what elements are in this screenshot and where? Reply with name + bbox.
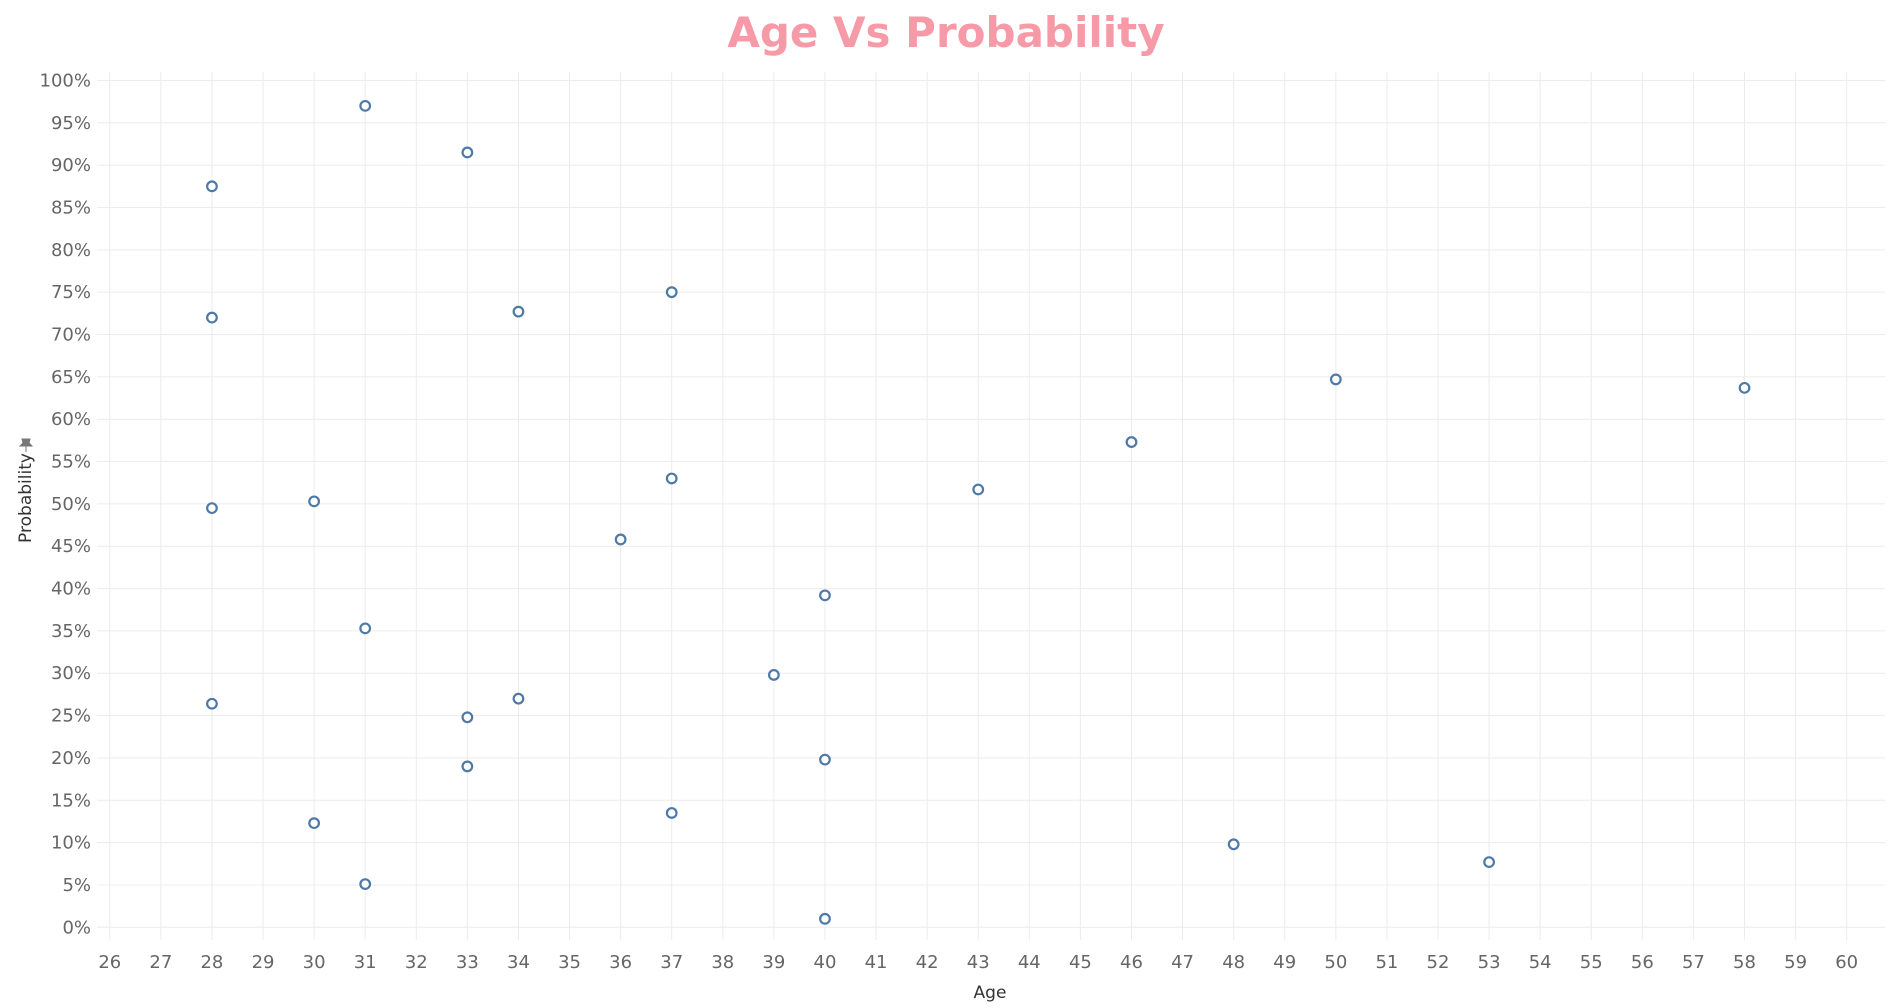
x-tick-label: 58 <box>1733 952 1756 973</box>
x-tick-label: 42 <box>916 952 939 973</box>
pin-icon[interactable] <box>18 438 34 452</box>
chart-title: Age Vs Probability <box>727 8 1165 57</box>
x-tick-label: 39 <box>762 952 785 973</box>
y-tick-label: 50% <box>51 494 91 515</box>
x-tick-label: 36 <box>609 952 632 973</box>
data-points <box>206 99 1751 925</box>
x-tick-label: 56 <box>1631 952 1654 973</box>
y-tick-label: 40% <box>51 579 91 600</box>
x-tick-label: 38 <box>711 952 734 973</box>
x-axis-title: Age <box>974 983 1007 1003</box>
y-axis-title: Probability <box>16 453 36 543</box>
scatter-point[interactable] <box>359 99 372 112</box>
y-tick-label: 25% <box>51 706 91 727</box>
x-tick-label: 50 <box>1324 952 1347 973</box>
y-tick-label: 75% <box>51 282 91 303</box>
y-tick-label: 80% <box>51 240 91 261</box>
x-axis-ticks: 26 27 28 29 30 31 32 33 34 35 36 37 38 39 40 41 42 43 44 45… <box>98 952 1858 973</box>
scatter-point[interactable] <box>359 622 372 635</box>
x-tick-label: 27 <box>149 952 172 973</box>
y-tick-label: 90% <box>51 155 91 176</box>
x-tick-label: 45 <box>1069 952 1092 973</box>
y-tick-label: 85% <box>51 197 91 218</box>
scatter-point[interactable] <box>308 817 321 830</box>
x-tick-label: 30 <box>303 952 326 973</box>
scatter-point[interactable] <box>972 483 985 496</box>
x-tick-label: 48 <box>1222 952 1245 973</box>
y-axis-title-group: Probability <box>16 438 36 543</box>
scatter-point[interactable] <box>308 495 321 508</box>
x-tick-label: 57 <box>1682 952 1705 973</box>
y-tick-label: 100% <box>40 70 91 91</box>
y-tick-label: 95% <box>51 113 91 134</box>
y-tick-label: 45% <box>51 536 91 557</box>
x-tick-label: 31 <box>354 952 377 973</box>
scatter-point[interactable] <box>461 760 474 773</box>
y-tick-label: 55% <box>51 452 91 473</box>
scatter-point[interactable] <box>1483 856 1495 868</box>
x-tick-label: 52 <box>1427 952 1450 973</box>
y-tick-label: 60% <box>51 409 91 430</box>
x-tick-label: 35 <box>558 952 581 973</box>
x-tick-label: 28 <box>200 952 223 973</box>
scatter-point[interactable] <box>819 589 831 602</box>
scatter-point[interactable] <box>1738 381 1751 394</box>
y-tick-label: 70% <box>51 325 91 346</box>
x-tick-label: 43 <box>967 952 990 973</box>
x-tick-label: 60 <box>1835 952 1858 973</box>
y-tick-label: 0% <box>62 917 91 938</box>
x-tick-label: 33 <box>456 952 479 973</box>
scatter-point[interactable] <box>1329 373 1342 386</box>
scatter-point[interactable] <box>512 692 525 705</box>
y-tick-label: 65% <box>51 367 91 388</box>
x-tick-label: 40 <box>814 952 837 973</box>
x-tick-label: 29 <box>252 952 275 973</box>
y-axis-ticks: 0% 5% 10% 15% 20% 25% 30% 35% 40% 45% 50% 55% 60% 65%… <box>40 70 91 938</box>
x-tick-label: 46 <box>1120 952 1143 973</box>
x-tick-label: 26 <box>98 952 121 973</box>
scatter-point[interactable] <box>819 753 831 766</box>
scatter-point[interactable] <box>461 146 474 159</box>
y-tick-label: 10% <box>51 833 91 854</box>
scatter-point[interactable] <box>461 711 474 724</box>
y-tick-label: 5% <box>62 875 91 896</box>
x-tick-label: 47 <box>1171 952 1194 973</box>
x-tick-label: 49 <box>1273 952 1296 973</box>
x-tick-label: 41 <box>865 952 888 973</box>
scatter-point[interactable] <box>1227 838 1240 851</box>
y-tick-label: 30% <box>51 663 91 684</box>
x-tick-label: 37 <box>660 952 683 973</box>
scatter-point[interactable] <box>512 305 525 318</box>
y-tick-label: 15% <box>51 790 91 811</box>
scatter-point[interactable] <box>614 533 627 546</box>
scatter-point[interactable] <box>1125 436 1138 448</box>
x-tick-label: 54 <box>1529 952 1552 973</box>
scatter-point[interactable] <box>767 669 780 681</box>
scatter-point[interactable] <box>206 502 218 515</box>
scatter-point[interactable] <box>359 878 372 891</box>
scatter-point[interactable] <box>665 807 678 819</box>
x-tick-label: 34 <box>507 952 530 973</box>
y-tick-label: 35% <box>51 621 91 642</box>
scatter-point[interactable] <box>665 286 678 299</box>
x-tick-label: 53 <box>1478 952 1501 973</box>
scatter-point[interactable] <box>819 912 831 925</box>
x-tick-label: 59 <box>1784 952 1807 973</box>
x-tick-label: 44 <box>1018 952 1041 973</box>
scatter-point[interactable] <box>206 697 218 710</box>
x-tick-label: 55 <box>1580 952 1603 973</box>
grid <box>97 72 1885 940</box>
scatter-point[interactable] <box>206 180 218 193</box>
x-tick-label: 51 <box>1375 952 1398 973</box>
scatter-point[interactable] <box>665 472 678 485</box>
y-tick-label: 20% <box>51 748 91 769</box>
x-tick-label: 32 <box>405 952 428 973</box>
scatter-point[interactable] <box>206 311 218 324</box>
